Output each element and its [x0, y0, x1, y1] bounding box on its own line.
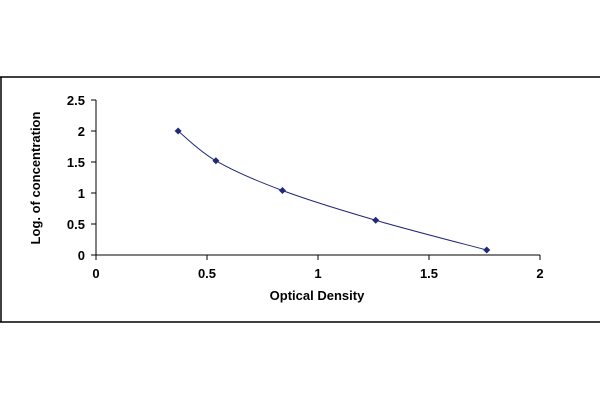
- data-point: [174, 127, 182, 135]
- data-point: [278, 187, 286, 195]
- trend-curve: [177, 130, 487, 251]
- data-point: [483, 246, 491, 254]
- x-ticks: 0 0.5 1 1.5 2: [92, 255, 544, 281]
- x-axis-label: Optical Density: [270, 288, 365, 303]
- y-ticks: 0 0.5 1 1.5 2 2.5: [67, 93, 96, 263]
- y-axis-label: Log. of concentration: [28, 112, 43, 245]
- y-tick-label: 0: [78, 248, 85, 263]
- data-point: [212, 157, 220, 165]
- x-tick-label: 0.5: [198, 266, 216, 281]
- x-tick-label: 1: [314, 266, 321, 281]
- x-tick-label: 1.5: [420, 266, 438, 281]
- y-tick-label: 1: [78, 186, 85, 201]
- data-points: [174, 127, 491, 254]
- y-tick-label: 1.5: [67, 155, 85, 170]
- x-tick-label: 2: [536, 266, 543, 281]
- y-tick-label: 0.5: [67, 217, 85, 232]
- data-point: [372, 216, 380, 224]
- x-tick-label: 0: [92, 266, 99, 281]
- y-tick-label: 2.5: [67, 93, 85, 108]
- y-tick-label: 2: [78, 124, 85, 139]
- axes: [95, 100, 540, 256]
